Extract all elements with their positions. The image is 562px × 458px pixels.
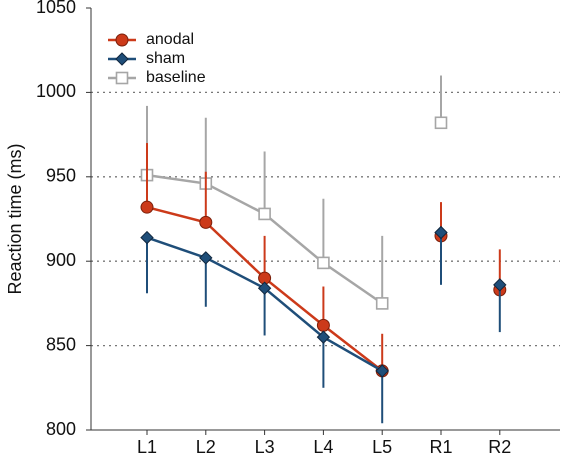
- point: [258, 207, 271, 221]
- legend-marker: [115, 33, 129, 47]
- legend-label: baseline: [146, 69, 206, 86]
- x-tick-label: L5: [372, 437, 392, 457]
- y-axis-label: Reaction time (ms): [5, 143, 25, 294]
- point: [375, 297, 389, 310]
- legend-marker: [115, 71, 129, 85]
- point: [317, 256, 330, 270]
- legend-marker: [115, 52, 129, 66]
- point: [257, 281, 272, 295]
- point: [375, 364, 389, 378]
- x-tick-label: L4: [313, 437, 333, 457]
- y-tick-label: 850: [46, 334, 76, 354]
- x-tick-label: R2: [488, 437, 511, 457]
- y-tick-label: 1000: [36, 81, 76, 101]
- y-tick-label: 950: [46, 166, 76, 186]
- x-tick-label: L1: [137, 437, 157, 457]
- point: [140, 200, 154, 214]
- point: [140, 230, 154, 245]
- point: [199, 215, 213, 229]
- y-tick-label: 800: [46, 419, 76, 439]
- x-tick-label: R1: [429, 437, 452, 457]
- y-tick-label: 1050: [36, 0, 76, 17]
- point: [316, 330, 331, 344]
- y-tick-label: 900: [46, 250, 76, 270]
- legend-label: anodal: [146, 31, 194, 48]
- point: [434, 116, 448, 130]
- point: [316, 318, 330, 332]
- point: [199, 251, 213, 265]
- legend-label: sham: [146, 50, 185, 67]
- point: [434, 225, 448, 240]
- x-tick-label: L2: [196, 437, 216, 457]
- point: [493, 278, 507, 292]
- x-tick-label: L3: [255, 437, 275, 457]
